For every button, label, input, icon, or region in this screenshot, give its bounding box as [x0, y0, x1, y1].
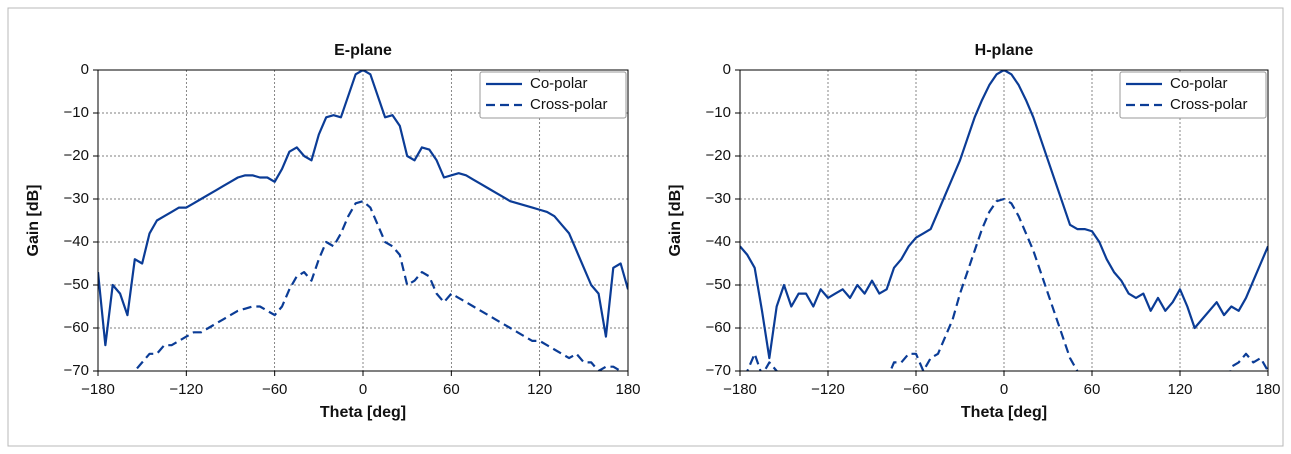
y-axis-label: Gain [dB]	[25, 185, 42, 257]
x-tick-label: −60	[262, 381, 287, 398]
y-tick-label: −20	[706, 147, 731, 164]
series-line	[746, 197, 1268, 371]
y-tick-label: −40	[706, 233, 731, 250]
y-tick-label: −60	[64, 319, 89, 336]
x-tick-label: 0	[1000, 381, 1008, 398]
subplot: H-plane Theta [deg] Gain [dB] −180 −120 −60 0 6…	[667, 42, 1280, 421]
y-tick-label: −40	[64, 233, 89, 250]
y-tick-label: −30	[706, 190, 731, 207]
y-axis-label: Gain [dB]	[667, 185, 684, 257]
x-tick-label: 180	[1255, 381, 1280, 398]
series-line	[98, 70, 628, 347]
x-tick-label: −120	[811, 381, 845, 398]
x-tick-label: −180	[81, 381, 115, 398]
legend-label: Cross-polar	[1170, 96, 1248, 113]
legend-label: Co-polar	[1170, 75, 1228, 92]
figure-frame	[7, 7, 1284, 447]
legend-label: Co-polar	[530, 75, 588, 92]
x-tick-label: 120	[527, 381, 552, 398]
subplot: E-plane Theta [deg] Gain [dB] −180 −120 −60 0 6…	[25, 42, 640, 421]
y-tick-label: −60	[706, 319, 731, 336]
x-tick-label: 60	[1084, 381, 1101, 398]
y-tick-label: −70	[706, 362, 731, 379]
chart-title: H-plane	[975, 42, 1034, 59]
x-tick-label: −120	[169, 381, 203, 398]
x-tick-label: 0	[359, 381, 367, 398]
chart-title: E-plane	[334, 42, 392, 59]
plot-frame	[739, 69, 1269, 372]
y-tick-label: −20	[64, 147, 89, 164]
y-tick-label: −50	[64, 276, 89, 293]
x-axis-label: Theta [deg]	[320, 404, 406, 421]
series-line	[133, 200, 623, 371]
y-tick-label: −50	[706, 276, 731, 293]
y-tick-label: −30	[64, 190, 89, 207]
y-tick-label: 0	[723, 61, 731, 78]
x-tick-label: 120	[1167, 381, 1192, 398]
plot-frame	[97, 69, 629, 372]
x-tick-label: −60	[903, 381, 928, 398]
x-tick-label: −180	[723, 381, 757, 398]
y-tick-label: 0	[81, 61, 89, 78]
legend-label: Cross-polar	[530, 96, 608, 113]
y-tick-label: −70	[64, 362, 89, 379]
x-tick-label: 60	[443, 381, 460, 398]
y-tick-label: −10	[64, 104, 89, 121]
y-tick-label: −10	[706, 104, 731, 121]
x-axis-label: Theta [deg]	[961, 404, 1047, 421]
x-tick-label: 180	[615, 381, 640, 398]
series-line	[740, 70, 1268, 360]
